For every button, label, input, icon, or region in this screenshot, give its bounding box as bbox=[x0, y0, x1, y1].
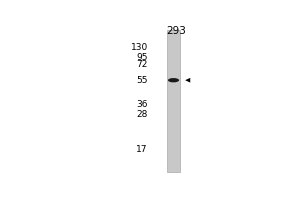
Text: 55: 55 bbox=[136, 76, 148, 85]
Text: 95: 95 bbox=[136, 53, 148, 62]
Bar bbox=[167, 30, 181, 172]
Text: 293: 293 bbox=[166, 26, 186, 36]
Text: 72: 72 bbox=[136, 60, 148, 69]
Polygon shape bbox=[185, 78, 190, 83]
Text: 36: 36 bbox=[136, 100, 148, 109]
Text: 28: 28 bbox=[136, 110, 148, 119]
Ellipse shape bbox=[168, 78, 179, 82]
Bar bbox=[168, 30, 181, 172]
Text: 17: 17 bbox=[136, 145, 148, 154]
Text: 130: 130 bbox=[131, 43, 148, 52]
